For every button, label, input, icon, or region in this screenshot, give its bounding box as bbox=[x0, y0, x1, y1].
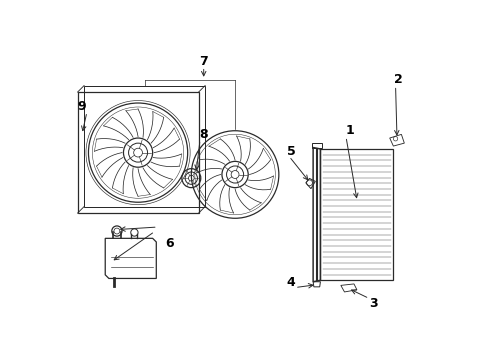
Text: 5: 5 bbox=[287, 145, 295, 158]
Text: 6: 6 bbox=[165, 237, 174, 249]
Text: 9: 9 bbox=[77, 100, 86, 113]
Text: 7: 7 bbox=[199, 55, 208, 68]
Text: 2: 2 bbox=[394, 73, 403, 86]
Text: 1: 1 bbox=[345, 124, 354, 137]
Text: 3: 3 bbox=[369, 297, 378, 310]
Text: 4: 4 bbox=[287, 276, 295, 289]
Text: 8: 8 bbox=[199, 128, 208, 141]
